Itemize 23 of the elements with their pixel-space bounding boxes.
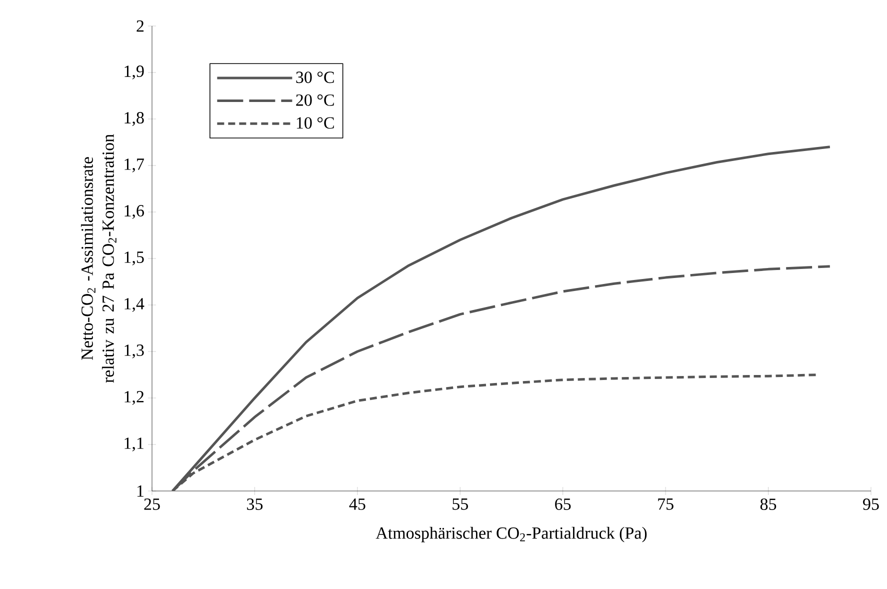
x-tick-label: 25 bbox=[144, 498, 160, 510]
x-tick-label: 95 bbox=[863, 498, 879, 510]
x-axis-title: Atmosphärischer CO$_{2}$-Partialdruck (Pa) bbox=[376, 526, 647, 542]
y-tick-label: 1,5 bbox=[124, 252, 144, 266]
y-tick-label: 1,7 bbox=[124, 158, 144, 172]
x-tick-label: 35 bbox=[247, 498, 263, 510]
legend-label: 10 °C bbox=[296, 117, 334, 129]
legend-label: 30 °C bbox=[296, 72, 334, 84]
y-tick-label: 1,9 bbox=[124, 66, 144, 80]
y-tick-label: 1,3 bbox=[124, 344, 144, 358]
y-tick-label: 1 bbox=[137, 485, 144, 497]
y-tick-label: 1,1 bbox=[124, 438, 144, 452]
y-tick-label: 1,2 bbox=[124, 391, 144, 405]
x-tick-label: 45 bbox=[349, 498, 366, 510]
x-tick-label: 85 bbox=[760, 498, 776, 510]
y-tick-label: 1,6 bbox=[124, 205, 144, 219]
x-tick-label: 55 bbox=[452, 498, 468, 510]
y-tick-label: 1,4 bbox=[124, 298, 144, 312]
legend-label: 20 °C bbox=[296, 94, 334, 106]
x-tick-label: 65 bbox=[555, 498, 571, 510]
x-tick-label: 75 bbox=[658, 498, 674, 510]
y-tick-label: 1,8 bbox=[124, 112, 144, 126]
y-tick-label: 2 bbox=[136, 20, 144, 32]
